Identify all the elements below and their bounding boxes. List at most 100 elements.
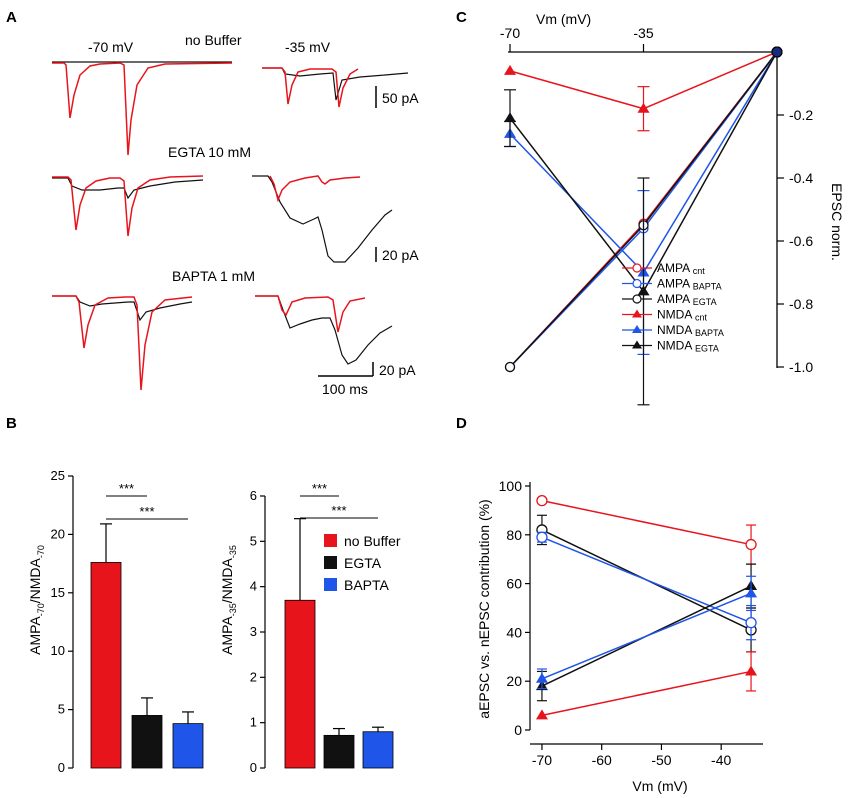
b-left-bar-no-buffer — [90, 562, 122, 769]
c-legend-marker-3 — [632, 309, 642, 318]
d-point-3-1 — [745, 665, 758, 676]
c-legend-sub: BAPTA — [695, 328, 724, 338]
d-line-5 — [541, 592, 752, 680]
c-legend-label-5: NMDA EGTA — [657, 339, 719, 354]
row2-title: EGTA 10 mM — [168, 144, 251, 160]
legend-swatch-bapta — [324, 578, 337, 591]
d-point-2-1 — [745, 616, 757, 629]
scale-bar-row1: 50 pA — [375, 86, 419, 108]
c-point-5-0 — [504, 112, 516, 123]
d-ytick-label: 80 — [506, 527, 522, 543]
b-right-ytick-label: 0 — [250, 760, 257, 775]
b-right-sig-label-2: *** — [331, 503, 346, 518]
d-point-5-0 — [535, 672, 548, 683]
c-legend-label-2: AMPA EGTA — [657, 292, 717, 307]
b-right-ytick-label: 6 — [250, 488, 257, 503]
d-line-2 — [541, 536, 752, 624]
d-xtick-label: -50 — [651, 752, 671, 768]
trace-egta-35-red — [269, 175, 361, 203]
c-legend-marker-4 — [632, 325, 642, 333]
panel-d-letter: D — [456, 415, 467, 432]
scale-bar-row2: 20 pA — [375, 247, 419, 263]
b-right-ylabel-sub1: -35 — [228, 603, 238, 616]
c-legend-name: AMPA — [657, 261, 693, 275]
d-ytick-label: 40 — [506, 624, 522, 640]
c-xtick-label: -70 — [500, 25, 520, 41]
trace-bapta-35-black — [255, 295, 393, 365]
d-ytick-label: 0 — [514, 722, 522, 738]
b-right-ytick-label: 2 — [250, 669, 257, 684]
c-legend-marker-1 — [632, 278, 642, 289]
label-minus35: -35 mV — [285, 39, 331, 55]
c-point-5-1 — [637, 285, 650, 296]
c-ytick-label: -0.2 — [789, 107, 813, 123]
b-left-sig-label-2: *** — [139, 504, 154, 519]
b-right-sig-label-1: *** — [312, 481, 327, 496]
c-xtick-label: -35 — [633, 25, 653, 41]
c-point-2-0 — [504, 361, 516, 373]
d-ytick-label: 100 — [499, 478, 523, 494]
c-ytick-label: -1.0 — [789, 359, 813, 375]
c-ytick-label: -0.6 — [789, 233, 813, 249]
b-left-ylabel-sub2: -70 — [36, 545, 46, 558]
trace-bapta-70-red — [52, 295, 193, 391]
c-legend-name: NMDA — [657, 339, 695, 353]
b-left-ytick-label: 15 — [51, 585, 65, 600]
scale-row2-label: 20 pA — [382, 247, 419, 263]
d-point-5-1 — [745, 587, 758, 598]
b-left-ylabel-mid: /NMDA — [27, 557, 43, 603]
c-legend-name: AMPA — [657, 277, 693, 291]
c-legend-label-1: AMPA BAPTA — [657, 277, 722, 292]
trace-nobuffer-35-black — [262, 67, 409, 101]
trace-egta-35-black — [252, 175, 393, 263]
d-ytick-label: 20 — [506, 673, 522, 689]
d-line-3 — [541, 670, 752, 717]
panel-a-letter: A — [6, 9, 17, 26]
trace-bapta-35-red — [255, 295, 366, 333]
d-xlabel: Vm (mV) — [632, 778, 687, 794]
b-left-ytick-label: 0 — [58, 760, 65, 775]
d-point-3-0 — [535, 709, 548, 720]
chart-b-right: 0 1 2 3 4 5 6 *** *** — [250, 481, 394, 775]
panel-b-letter: B — [6, 415, 17, 432]
c-legend-sub: BAPTA — [693, 282, 722, 292]
label-minus70: -70 mV — [88, 39, 134, 55]
b-left-bar-egta — [131, 715, 163, 769]
c-legend-marker-2 — [632, 294, 642, 304]
b-right-bar-no-buffer — [284, 599, 316, 769]
b-right-ylabel: AMPA-35/NMDA-35 — [219, 545, 238, 655]
d-point-2-0 — [536, 531, 548, 543]
chart-b-left: 0 5 10 15 20 25 *** *** — [51, 468, 204, 775]
b-right-bar-egta — [323, 734, 355, 769]
d-xtick-label: -60 — [592, 752, 612, 768]
scale-row1-label: 50 pA — [382, 90, 419, 106]
c-legend-marker-5 — [632, 340, 642, 349]
b-right-bar-bapta — [362, 731, 394, 769]
legend-b: no Buffer EGTA BAPTA — [324, 533, 401, 593]
c-point-3-0 — [504, 64, 516, 75]
c-ytick-label: -0.8 — [789, 296, 813, 312]
b-right-ylabel-main: AMPA — [219, 616, 235, 655]
b-left-ylabel-sub1: -70 — [36, 603, 46, 616]
d-xtick-label: -40 — [711, 752, 731, 768]
c-legend-sub: EGTA — [695, 344, 719, 354]
b-left-ytick-label: 20 — [51, 526, 65, 541]
c-legend-label-4: NMDA BAPTA — [657, 323, 724, 338]
row3-title: BAPTA 1 mM — [172, 268, 255, 284]
b-left-ylabel: AMPA-70/NMDA-70 — [27, 545, 46, 655]
scale-row3-label: 20 pA — [379, 362, 416, 378]
c-ylabel: EPSC norm. — [829, 183, 845, 261]
c-legend-name: NMDA — [657, 323, 695, 337]
panel-d: D aEPSC vs. nEPSC contribution (%) Vm (m… — [456, 415, 763, 794]
b-left-ytick-label: 5 — [58, 702, 65, 717]
d-ytick-label: 60 — [506, 576, 522, 592]
b-right-ytick-label: 4 — [250, 579, 257, 594]
b-right-ytick-label: 5 — [250, 533, 257, 548]
c-point-3-1 — [637, 102, 650, 113]
b-right-ylabel-mid: /NMDA — [219, 557, 235, 603]
scale-bar-row3: 20 pA 100 ms — [318, 362, 416, 397]
chart-d: 0 20 40 60 80 100 -70 -60 -50 -40 — [499, 478, 763, 768]
